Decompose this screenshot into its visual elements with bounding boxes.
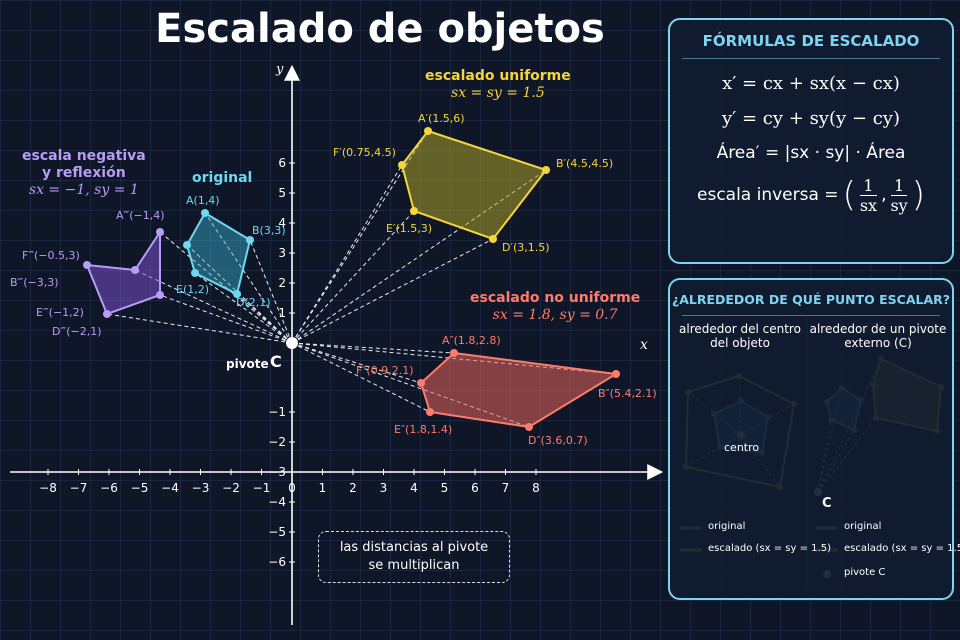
y-tick-label: −4 [268,495,286,509]
y-tick-label: 1 [278,306,286,320]
external-pivot-title: alrededor de un pivote externo (C) [809,322,947,350]
y-tick-label: −3 [268,465,286,479]
y-axis-label: y [276,62,284,77]
point-label: E‴(−1,2) [36,306,84,319]
point-label: D‴(−2,1) [52,325,102,338]
point-label: B(3,3) [252,224,286,237]
y-tick-label: −2 [268,435,286,449]
point-label: B″(5.4,2.1) [598,387,657,400]
nonuniform-heading: escalado no uniforme sx = 1.8, sy = 0.7 [470,290,641,323]
x-tick-label: −1 [253,481,271,495]
point-label: F‴(−0.5,3) [22,249,80,262]
point-label: E′(1.5,3) [386,222,433,235]
x-tick-label: 1 [319,481,327,495]
formulas-heading: FÓRMULAS DE ESCALADO [702,32,920,50]
y-tick-label: 6 [278,156,286,170]
y-tick-label: 2 [278,276,286,290]
x-tick-label: 8 [532,481,540,495]
x-tick-label: 5 [441,481,449,495]
formulas-panel: FÓRMULAS DE ESCALADO x′ = cx + sx(x − cx… [668,18,954,264]
point-label: E″(1.8,1.4) [394,423,453,436]
uniform-heading: escalado uniforme sx = sy = 1.5 [425,68,571,101]
pivot-choice-panel: ¿ALREDEDOR DE QUÉ PUNTO ESCALAR? [668,278,954,600]
x-tick-label: 4 [410,481,418,495]
x-tick-label: 6 [471,481,479,495]
pivot-letter: C [270,352,282,371]
formula-y: y′ = cy + sy(y − cy) [722,108,900,129]
negative-scaled-shape [85,228,161,316]
y-tick-label: −1 [268,405,286,419]
negative-vertices [83,228,164,318]
x-tick-label: −7 [70,481,88,495]
page-title: Escalado de objetos [155,6,605,52]
x-tick-label: 0 [288,481,296,495]
x-axis-label: x [640,337,648,353]
axis-ticks: −8 −7 −6 −5 −4 −3 −2 −1 0 1 2 3 4 5 6 7 8654321−1−2−3−4−… [39,156,540,569]
formula-area: Área′ = |sx · sy| · Área [716,143,906,163]
point-label: D′(3,1.5) [502,241,550,254]
x-tick-label: −4 [161,481,179,495]
x-tick-label: −6 [100,481,118,495]
point-label: F″(0.9,2.1) [356,364,414,377]
x-tick-label: 2 [349,481,357,495]
legend-original-left: original [708,521,746,532]
x-tick-label: −5 [131,481,149,495]
center-pivot-title: alrededor del centro del objeto [679,322,801,350]
uniform-scaled-shape [400,129,548,241]
x-tick-label: 3 [380,481,388,495]
original-vertices [183,209,254,298]
x-tick-label: 7 [502,481,510,495]
uniform-vertices [398,127,550,243]
y-tick-label: −6 [268,555,286,569]
original-shape [185,211,252,296]
point-label: A″(1.8,2.8) [442,334,501,347]
pivot-point [286,337,298,349]
center-label: centro [724,441,760,454]
legend-scaled-left: escalado (sx = sy = 1.5) [708,543,831,554]
point-label: B′(4.5,4.5) [556,157,614,170]
x-tick-label: −3 [192,481,210,495]
point-label: A′(1.5,6) [418,112,465,125]
y-tick-label: 3 [278,246,286,260]
y-tick-label: 4 [278,216,286,230]
nonuniform-scaled-shape [419,351,619,429]
original-heading: original [192,170,253,186]
point-label: D(2,1) [236,296,271,309]
legend-scaled-right: escalado (sx = sy = 1.5) [844,543,960,554]
distance-note: las distancias al pivote se multiplican [318,531,510,583]
x-tick-label: −2 [222,481,240,495]
nonuniform-vertices [417,349,620,431]
formula-x: x′ = cx + sx(x − cx) [722,73,900,94]
point-label: E(1,2) [176,283,210,296]
point-label: D″(3.6,0.7) [528,434,588,447]
y-tick-label: −5 [268,525,286,539]
pivot-label: pivote [226,357,269,371]
y-tick-label: 5 [278,186,286,200]
point-label: A‴(−1,4) [116,209,165,222]
x-tick-label: −8 [39,481,57,495]
point-label: F′(0.75,4.5) [333,146,396,159]
point-label: A(1,4) [186,194,220,207]
negative-heading: escala negativa y reflexión sx = −1, sy … [22,148,146,198]
external-pivot-label: C [822,496,832,511]
legend-original-right: original [844,521,882,532]
point-label: B‴(−3,3) [10,276,59,289]
legend-pivot: pivote C [844,567,886,578]
formula-inverse: escala inversa = ( 1 sx , 1 sy ) [697,175,925,215]
pivot-panel-heading: ¿ALREDEDOR DE QUÉ PUNTO ESCALAR? [671,292,951,307]
